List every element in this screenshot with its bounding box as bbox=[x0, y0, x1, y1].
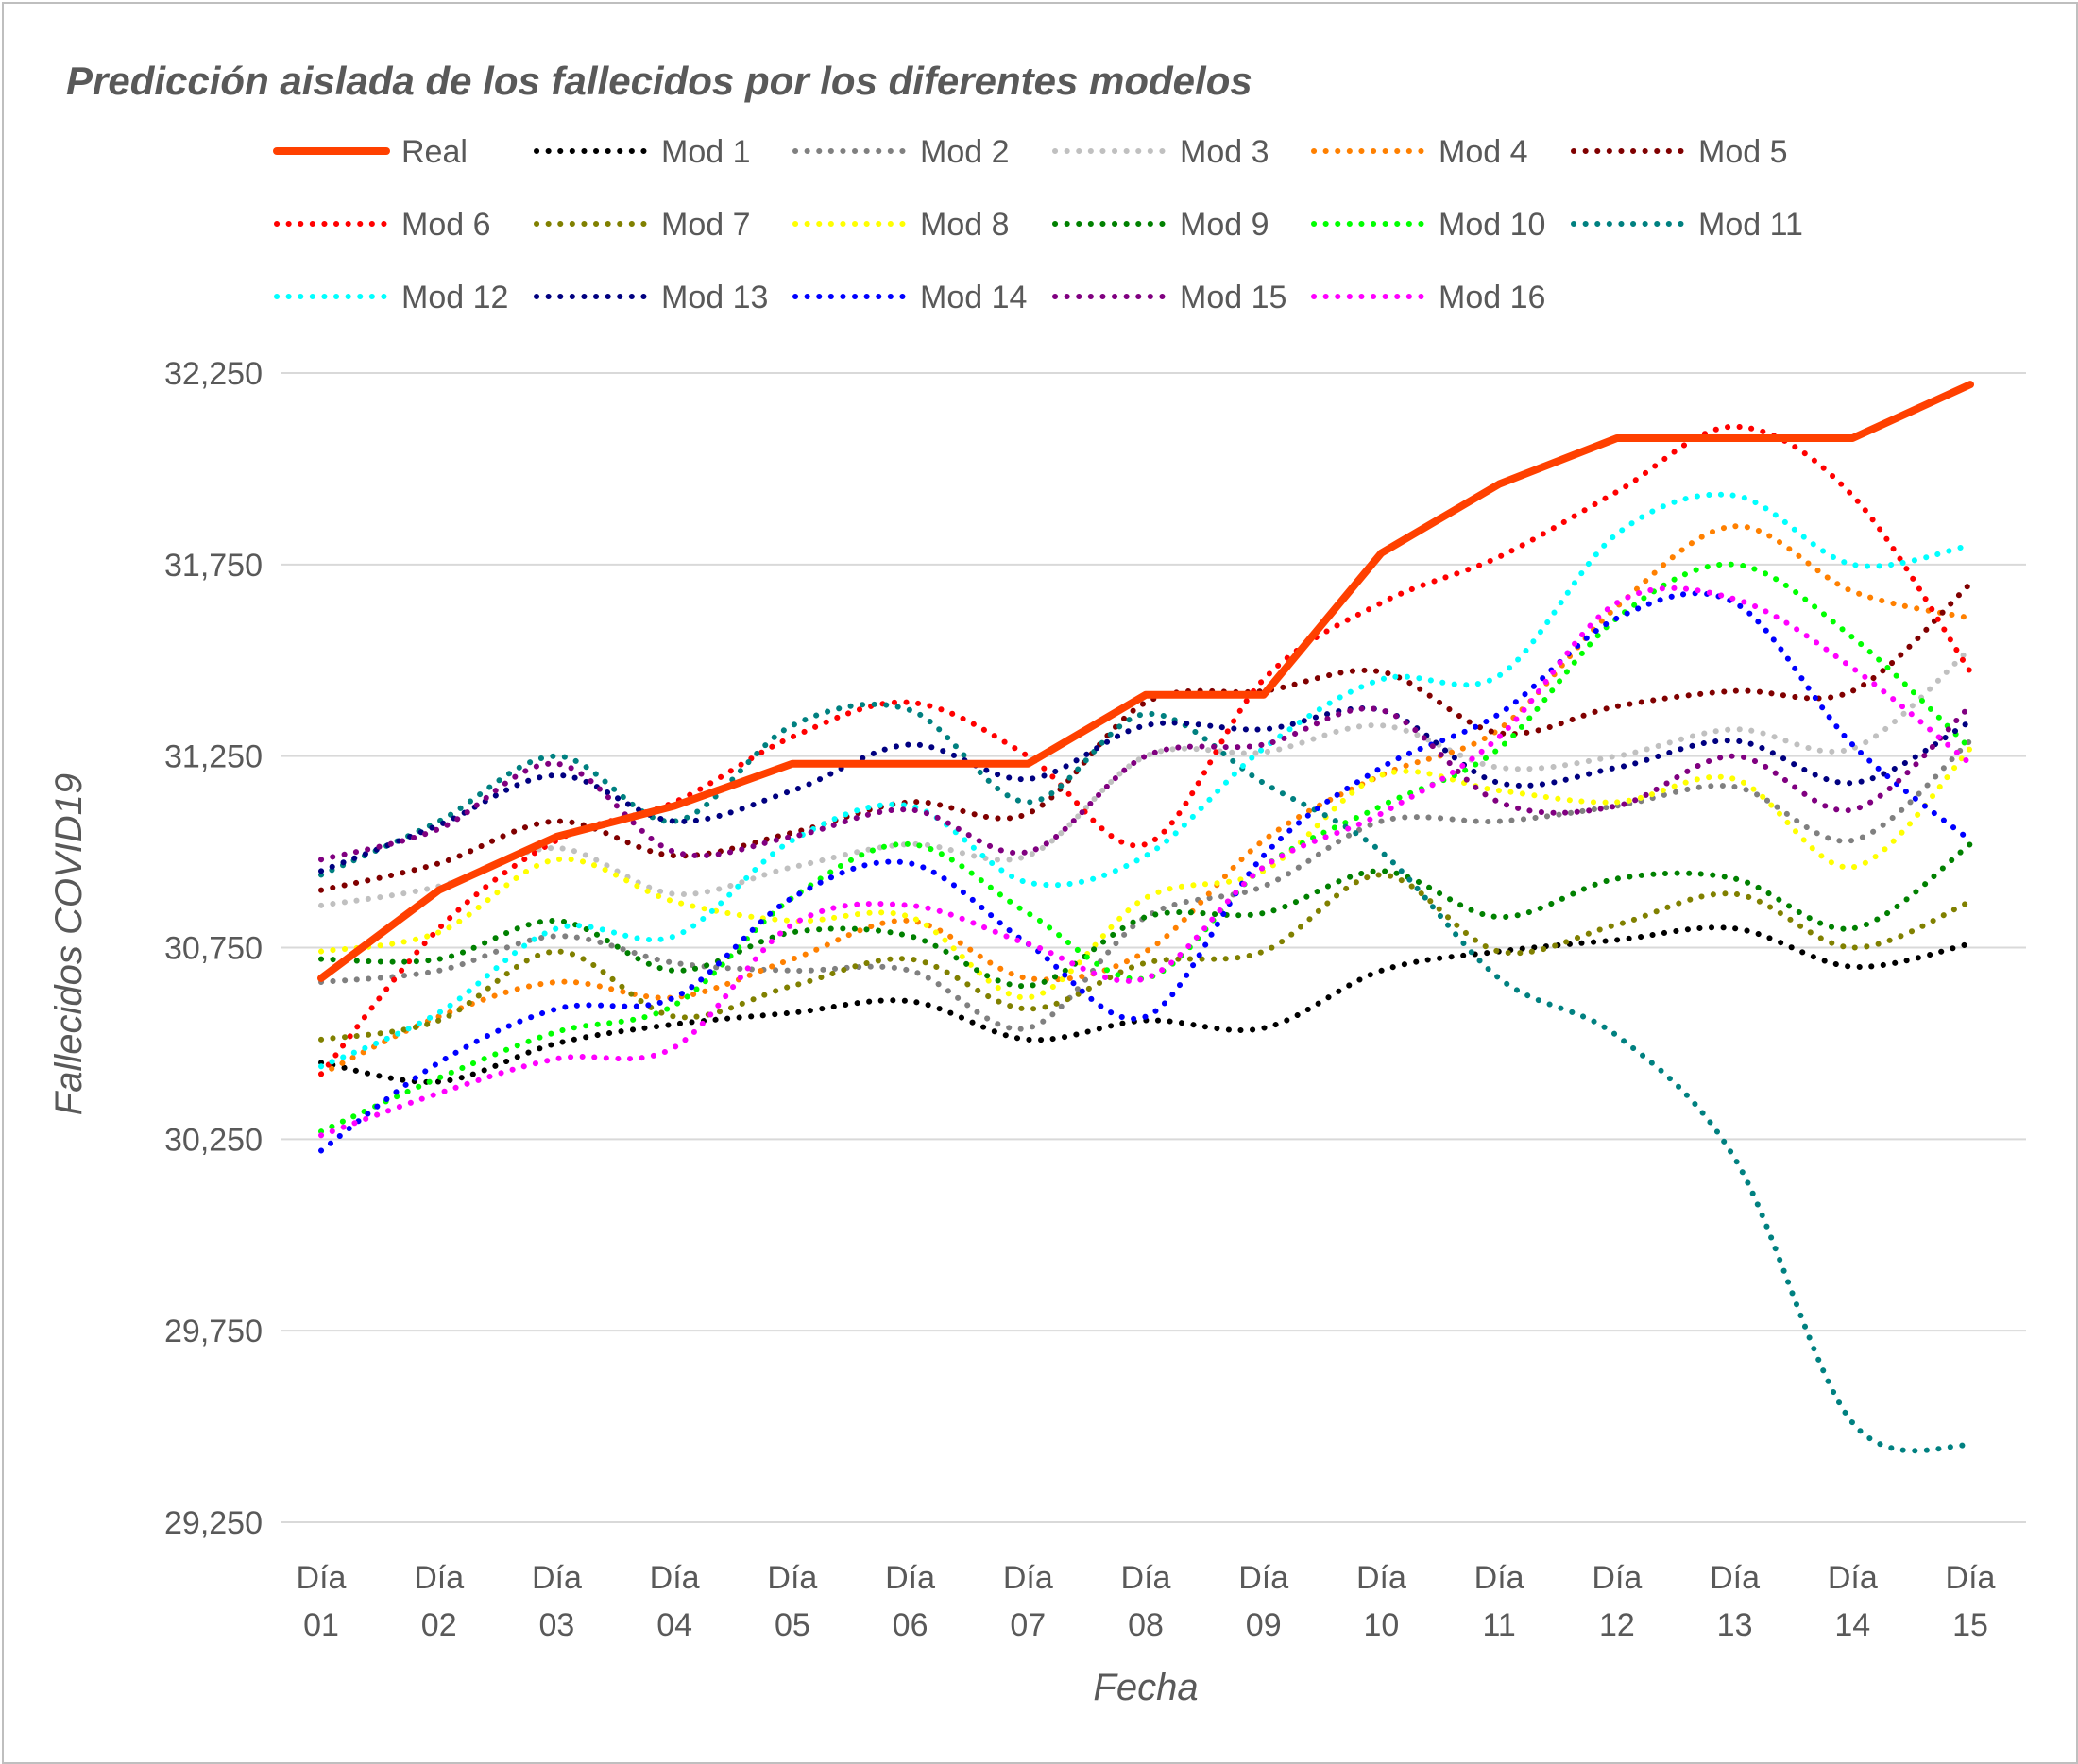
x-tick-label: Día bbox=[1121, 1560, 1171, 1596]
series-line-mod-14 bbox=[318, 590, 1973, 1154]
series-line-mod-8 bbox=[318, 745, 1973, 1001]
legend-label: Mod 15 bbox=[1180, 280, 1286, 315]
x-tick-label: 01 bbox=[303, 1607, 339, 1643]
legend-item-real: Real bbox=[273, 134, 468, 170]
series-line-mod-6 bbox=[318, 423, 1973, 1077]
series-line-mod-10 bbox=[318, 561, 1973, 1135]
legend-item-mod-2: Mod 2 bbox=[792, 134, 1010, 170]
x-tick-label: 04 bbox=[656, 1607, 692, 1643]
x-tick-label: Día bbox=[1356, 1560, 1406, 1596]
x-tick-label: 13 bbox=[1717, 1607, 1753, 1643]
legend-label: Mod 8 bbox=[920, 207, 1010, 243]
legend: Real Mod 1 Mod 2 Mod 3 Mod 4 Mod 5 Mod 6 Mod 7 M… bbox=[273, 134, 1803, 315]
y-axis-ticks: 29,250 29,750 30,250 30,750 31,250 31,750 32,2… bbox=[164, 356, 263, 1541]
legend-label: Mod 5 bbox=[1698, 134, 1788, 170]
legend-item-mod-13: Mod 13 bbox=[534, 280, 768, 315]
series-line-mod-13 bbox=[318, 705, 1973, 874]
legend-label: Mod 7 bbox=[661, 207, 751, 243]
x-axis-ticks: Día 01 Día 02 Día 03 Día 04 Día 05 Día 06 Día 07 Día 08… bbox=[297, 1560, 1996, 1643]
x-tick-label: Día bbox=[767, 1560, 817, 1596]
grid bbox=[281, 372, 2026, 1523]
legend-item-mod-16: Mod 16 bbox=[1311, 280, 1545, 315]
series-line-mod-11 bbox=[318, 701, 1973, 1454]
legend-item-mod-3: Mod 3 bbox=[1052, 134, 1269, 170]
y-tick-label: 32,250 bbox=[164, 356, 263, 392]
x-axis-title: Fecha bbox=[1093, 1667, 1198, 1708]
x-tick-label: 09 bbox=[1246, 1607, 1282, 1643]
y-tick-label: 30,750 bbox=[164, 931, 263, 967]
series-line-mod-3 bbox=[318, 646, 1973, 908]
legend-label: Mod 2 bbox=[920, 134, 1010, 170]
x-tick-label: 11 bbox=[1482, 1607, 1515, 1643]
legend-item-mod-7: Mod 7 bbox=[534, 207, 751, 243]
series-line-mod-4 bbox=[318, 523, 1973, 1077]
legend-label: Mod 14 bbox=[920, 280, 1027, 315]
y-tick-label: 29,750 bbox=[164, 1314, 263, 1349]
y-tick-label: 31,250 bbox=[164, 739, 263, 775]
x-tick-label: 12 bbox=[1599, 1607, 1635, 1643]
x-tick-label: 06 bbox=[893, 1607, 928, 1643]
y-tick-label: 30,250 bbox=[164, 1122, 263, 1158]
x-tick-label: Día bbox=[532, 1560, 582, 1596]
x-tick-label: Día bbox=[1828, 1560, 1878, 1596]
x-tick-label: Día bbox=[1592, 1560, 1642, 1596]
series-line-mod-12 bbox=[318, 491, 1973, 1070]
plot-area bbox=[317, 381, 1974, 1454]
series-line-mod-15 bbox=[318, 703, 1973, 863]
y-tick-label: 31,750 bbox=[164, 548, 263, 584]
legend-item-mod-10: Mod 10 bbox=[1311, 207, 1545, 243]
legend-item-mod-6: Mod 6 bbox=[274, 207, 491, 243]
x-tick-label: Día bbox=[414, 1560, 464, 1596]
legend-label: Mod 4 bbox=[1439, 134, 1528, 170]
series-line-real bbox=[317, 381, 1974, 982]
x-tick-label: Día bbox=[1710, 1560, 1760, 1596]
legend-item-mod-14: Mod 14 bbox=[792, 280, 1027, 315]
legend-label: Mod 3 bbox=[1180, 134, 1269, 170]
legend-item-mod-1: Mod 1 bbox=[534, 134, 751, 170]
x-tick-label: Día bbox=[297, 1560, 347, 1596]
legend-label: Mod 10 bbox=[1439, 207, 1545, 243]
x-tick-label: Día bbox=[1946, 1560, 1996, 1596]
legend-label: Mod 12 bbox=[401, 280, 508, 315]
legend-label: Mod 1 bbox=[661, 134, 751, 170]
x-tick-label: 08 bbox=[1128, 1607, 1164, 1643]
legend-item-mod-8: Mod 8 bbox=[792, 207, 1010, 243]
x-tick-label: 05 bbox=[775, 1607, 810, 1643]
x-tick-label: Día bbox=[650, 1560, 700, 1596]
legend-label: Mod 16 bbox=[1439, 280, 1545, 315]
series-line-mod-9 bbox=[318, 840, 1973, 990]
series-line-mod-2 bbox=[318, 738, 1973, 1032]
legend-label: Real bbox=[401, 134, 468, 170]
x-tick-label: 07 bbox=[1010, 1607, 1046, 1643]
x-tick-label: 03 bbox=[539, 1607, 575, 1643]
series-line-mod-5 bbox=[318, 581, 1973, 893]
x-tick-label: Día bbox=[1238, 1560, 1288, 1596]
legend-label: Mod 13 bbox=[661, 280, 768, 315]
legend-item-mod-11: Mod 11 bbox=[1571, 207, 1803, 243]
legend-item-mod-15: Mod 15 bbox=[1052, 280, 1286, 315]
legend-label: Mod 6 bbox=[401, 207, 491, 243]
series-line-mod-1 bbox=[318, 924, 1973, 1085]
legend-label: Mod 9 bbox=[1180, 207, 1269, 243]
legend-label: Mod 11 bbox=[1698, 207, 1803, 243]
legend-item-mod-4: Mod 4 bbox=[1311, 134, 1528, 170]
series-line-mod-7 bbox=[318, 872, 1973, 1043]
x-tick-label: 15 bbox=[1952, 1607, 1988, 1643]
legend-item-mod-9: Mod 9 bbox=[1052, 207, 1269, 243]
legend-item-mod-12: Mod 12 bbox=[274, 280, 508, 315]
x-tick-label: 10 bbox=[1364, 1607, 1400, 1643]
y-tick-label: 29,250 bbox=[164, 1505, 263, 1541]
series-line-mod-16 bbox=[318, 585, 1973, 1139]
legend-item-mod-5: Mod 5 bbox=[1571, 134, 1788, 170]
x-tick-label: Día bbox=[1474, 1560, 1524, 1596]
x-tick-label: 14 bbox=[1834, 1607, 1870, 1643]
x-tick-label: Día bbox=[1003, 1560, 1053, 1596]
chart-title: Predicción aislada de los fallecidos por… bbox=[66, 59, 1252, 103]
x-tick-label: Día bbox=[885, 1560, 935, 1596]
x-tick-label: 02 bbox=[421, 1607, 457, 1643]
y-axis-title: Fallecidos COVID19 bbox=[48, 773, 90, 1115]
